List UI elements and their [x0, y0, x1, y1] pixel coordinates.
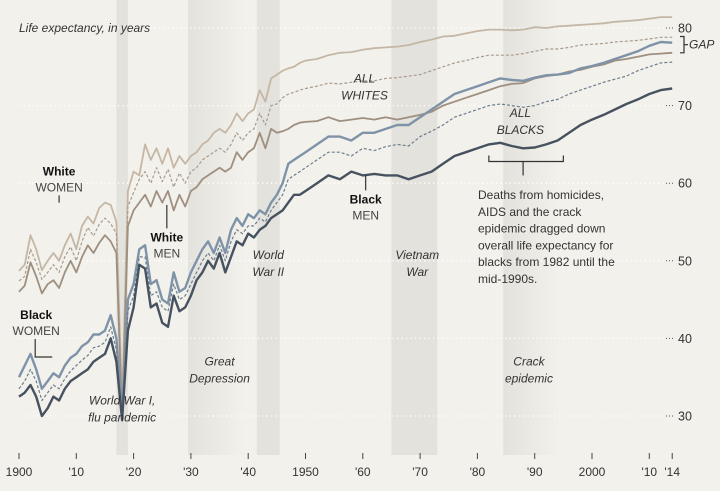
series-label-bold: White [150, 230, 183, 244]
band-label: War II [252, 265, 284, 279]
y-tick-label: 50 [678, 254, 692, 268]
x-tick-label: 2000 [579, 465, 606, 479]
series-line-black-women [17, 40, 673, 418]
x-tick-label: '10 [641, 465, 657, 479]
x-tick-label: '80 [470, 465, 486, 479]
x-tick-label: '60 [355, 465, 371, 479]
band-label: War [406, 265, 429, 279]
annotation-text: AIDS and the crack [478, 205, 582, 219]
x-tick-label: '20 [126, 465, 142, 479]
y-tick-label: 70 [678, 99, 692, 113]
series-line-all-whites [18, 36, 673, 417]
annotation-text: Deaths from homicides, [478, 188, 604, 202]
series-line-all-blacks [18, 61, 673, 419]
group-label: ALL [509, 106, 531, 120]
y-tick-label: 40 [678, 332, 692, 346]
x-tick-label: '40 [240, 465, 256, 479]
band-1 [188, 0, 246, 455]
x-tick-label: '30 [183, 465, 199, 479]
gridlines: 80 70 60 50 40 30 1900 '10 '20 '30 '40 1950 '60 '70 '8… [6, 22, 692, 480]
series-label-bold: Black [350, 192, 382, 206]
band-label: World [253, 248, 285, 262]
y-tick-label: 60 [678, 177, 692, 191]
chart-title: Life expectancy, in years [19, 21, 150, 35]
annotation-text: overall life expectancy for [478, 238, 613, 252]
annotation-text: mid-1990s. [478, 272, 537, 286]
band-label: Vietnam [395, 248, 439, 262]
series-line-black-men [18, 87, 673, 422]
x-tick-label: '90 [527, 465, 543, 479]
chart-labels: World War I, flu pandemic Great Depression W… [13, 35, 714, 424]
series-label-sub: WOMEN [35, 180, 82, 194]
band-3 [391, 0, 438, 455]
band-label: epidemic [505, 372, 553, 386]
band-label: flu pandemic [88, 410, 156, 424]
y-tick-label: 30 [678, 410, 692, 424]
annotation-text: blacks from 1982 until the [478, 255, 615, 269]
group-label: BLACKS [497, 123, 544, 137]
series-line-white-men [18, 51, 673, 421]
group-label: ALL [353, 71, 375, 85]
band-label: Depression [189, 372, 250, 386]
band-label: World War I, [89, 393, 155, 407]
x-tick-label: '10 [68, 465, 84, 479]
annotation-bracket [488, 155, 564, 163]
band-0 [116, 0, 128, 455]
series-label-bold: White [43, 164, 76, 178]
series-line-white-women [18, 16, 673, 406]
group-label: WHITES [341, 88, 388, 102]
gap-bracket [680, 35, 685, 54]
series-lines [17, 16, 673, 422]
y-tick-label: 80 [678, 22, 692, 36]
series-label-sub: WOMEN [13, 324, 60, 338]
band-label: Crack [513, 355, 545, 369]
gap-label: GAP [689, 38, 714, 52]
x-tick-label: '14 [664, 465, 680, 479]
annotation-text: epidemic dragged down [478, 222, 605, 236]
x-tick-label: 1950 [292, 465, 319, 479]
series-label-sub: MEN [352, 208, 379, 222]
x-tick-label: '70 [412, 465, 428, 479]
black-women-leader [34, 339, 53, 358]
band-2 [256, 0, 280, 455]
series-label-bold: Black [20, 308, 52, 322]
x-tick-label: 1900 [6, 465, 33, 479]
series-label-sub: MEN [153, 246, 180, 260]
band-label: Great [205, 355, 236, 369]
